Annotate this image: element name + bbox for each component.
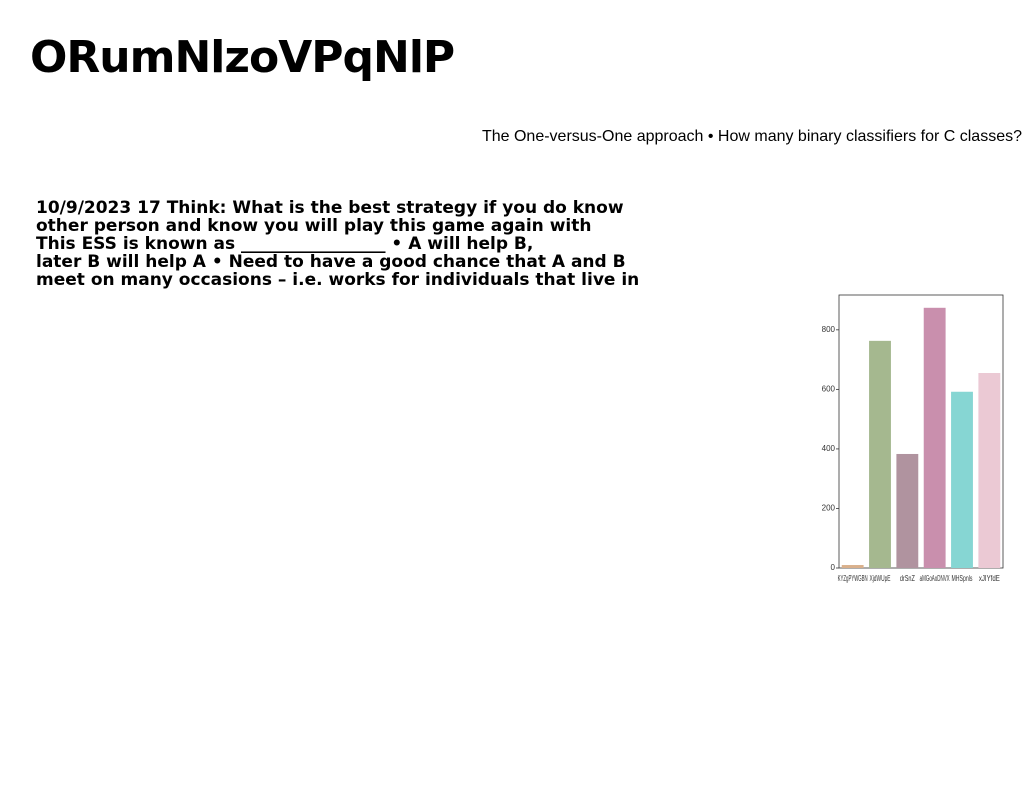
body-line: other person and know you will play this… [36, 216, 592, 236]
bar [869, 340, 891, 568]
title: ORumNlzoVPqNlP [30, 32, 455, 83]
bar [951, 391, 973, 568]
body-line: meet on many occasions – i.e. works for … [36, 270, 640, 290]
x-tick-label: aMGoAoDNVX [920, 574, 950, 583]
y-tick-label: 400 [822, 444, 836, 453]
bar [896, 453, 919, 568]
x-tick-label: KYZgPYWGBN [838, 574, 868, 583]
y-tick-label: 200 [822, 504, 836, 513]
body-line: This ESS is known as _________________ •… [36, 234, 534, 254]
x-tick-label: XjdWUpE [870, 574, 891, 583]
x-tick-label: drSnZ [900, 574, 915, 583]
y-tick-label: 0 [831, 563, 836, 572]
x-tick-label: xJIYfdE [979, 574, 1000, 583]
y-tick-label: 800 [822, 325, 836, 334]
x-tick-label: MHSpnls [952, 574, 973, 583]
y-tick-label: 600 [822, 384, 836, 393]
plot-frame [838, 294, 1004, 569]
subtitle: The One-versus-One approach • How many b… [481, 128, 1022, 145]
body-line: later B will help A • Need to have a goo… [36, 252, 626, 272]
body-text: 10/9/2023 17 Think: What is the best str… [36, 199, 639, 289]
body-line: 10/9/2023 17 Think: What is the best str… [36, 198, 624, 218]
bar [841, 565, 864, 568]
bar [978, 373, 1001, 568]
bar [923, 307, 946, 568]
